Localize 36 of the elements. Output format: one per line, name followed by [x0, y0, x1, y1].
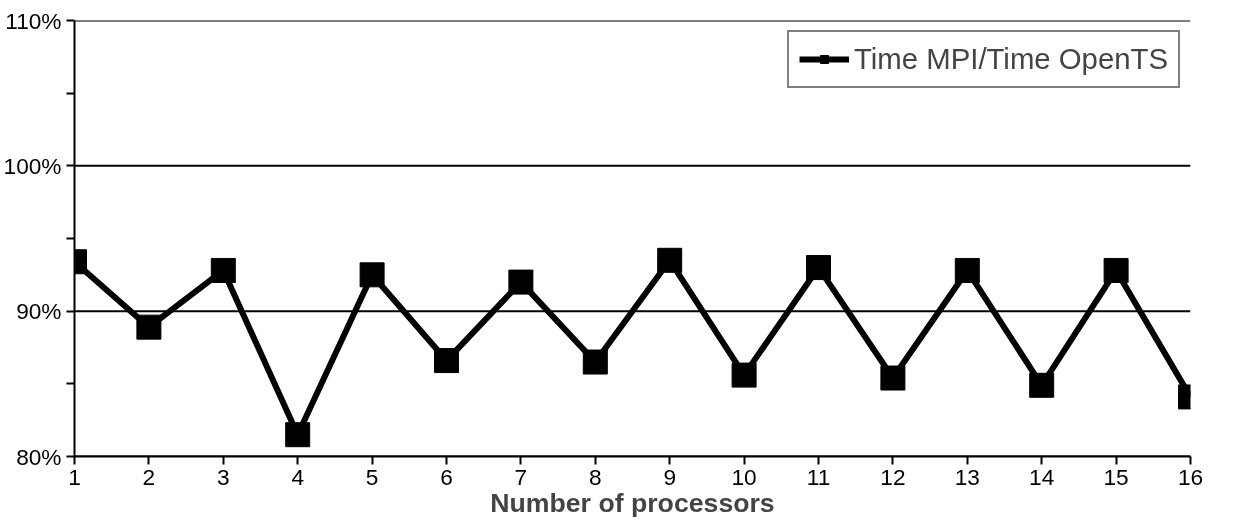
x-tick-label: 6: [440, 463, 453, 490]
x-tick-label: 16: [1177, 463, 1204, 490]
point: [210, 257, 236, 283]
x-tick-label: 4: [291, 463, 305, 490]
x-tick-label: 12: [880, 463, 906, 490]
y-tick-label: 110%: [5, 7, 62, 34]
legend-label: Time MPI/Time OpenTS: [854, 42, 1168, 76]
point: [136, 314, 162, 340]
point: [657, 247, 683, 273]
x-tick-label: 1: [68, 463, 81, 490]
x-tick-label: 3: [217, 463, 230, 490]
point: [880, 365, 906, 391]
point: [1103, 257, 1129, 283]
point: [1029, 372, 1055, 398]
y-tick-label: 100%: [3, 152, 62, 179]
x-tick-label: 7: [514, 463, 528, 490]
point: [954, 257, 980, 283]
x-tick-label: 11: [806, 463, 831, 490]
y-tick-label: 90%: [16, 298, 62, 325]
x-axis-title: Number of processors: [490, 487, 775, 518]
x-tick-label: 2: [142, 463, 156, 490]
point: [359, 262, 385, 288]
point: [731, 362, 757, 388]
x-tick-label: 14: [1029, 463, 1055, 490]
x-tick-label: 5: [365, 463, 379, 490]
point: [508, 269, 534, 295]
x-tick-label: 15: [1103, 463, 1129, 490]
point: [285, 422, 311, 448]
x-tick-label: 9: [663, 463, 677, 490]
x-tick-label: 13: [954, 463, 980, 490]
x-tick-label: 8: [589, 463, 602, 490]
point: [582, 349, 608, 375]
y-tick-label: 80%: [16, 443, 62, 470]
point: [806, 255, 831, 281]
x-tick-label: 10: [731, 463, 757, 490]
point: [434, 348, 459, 374]
